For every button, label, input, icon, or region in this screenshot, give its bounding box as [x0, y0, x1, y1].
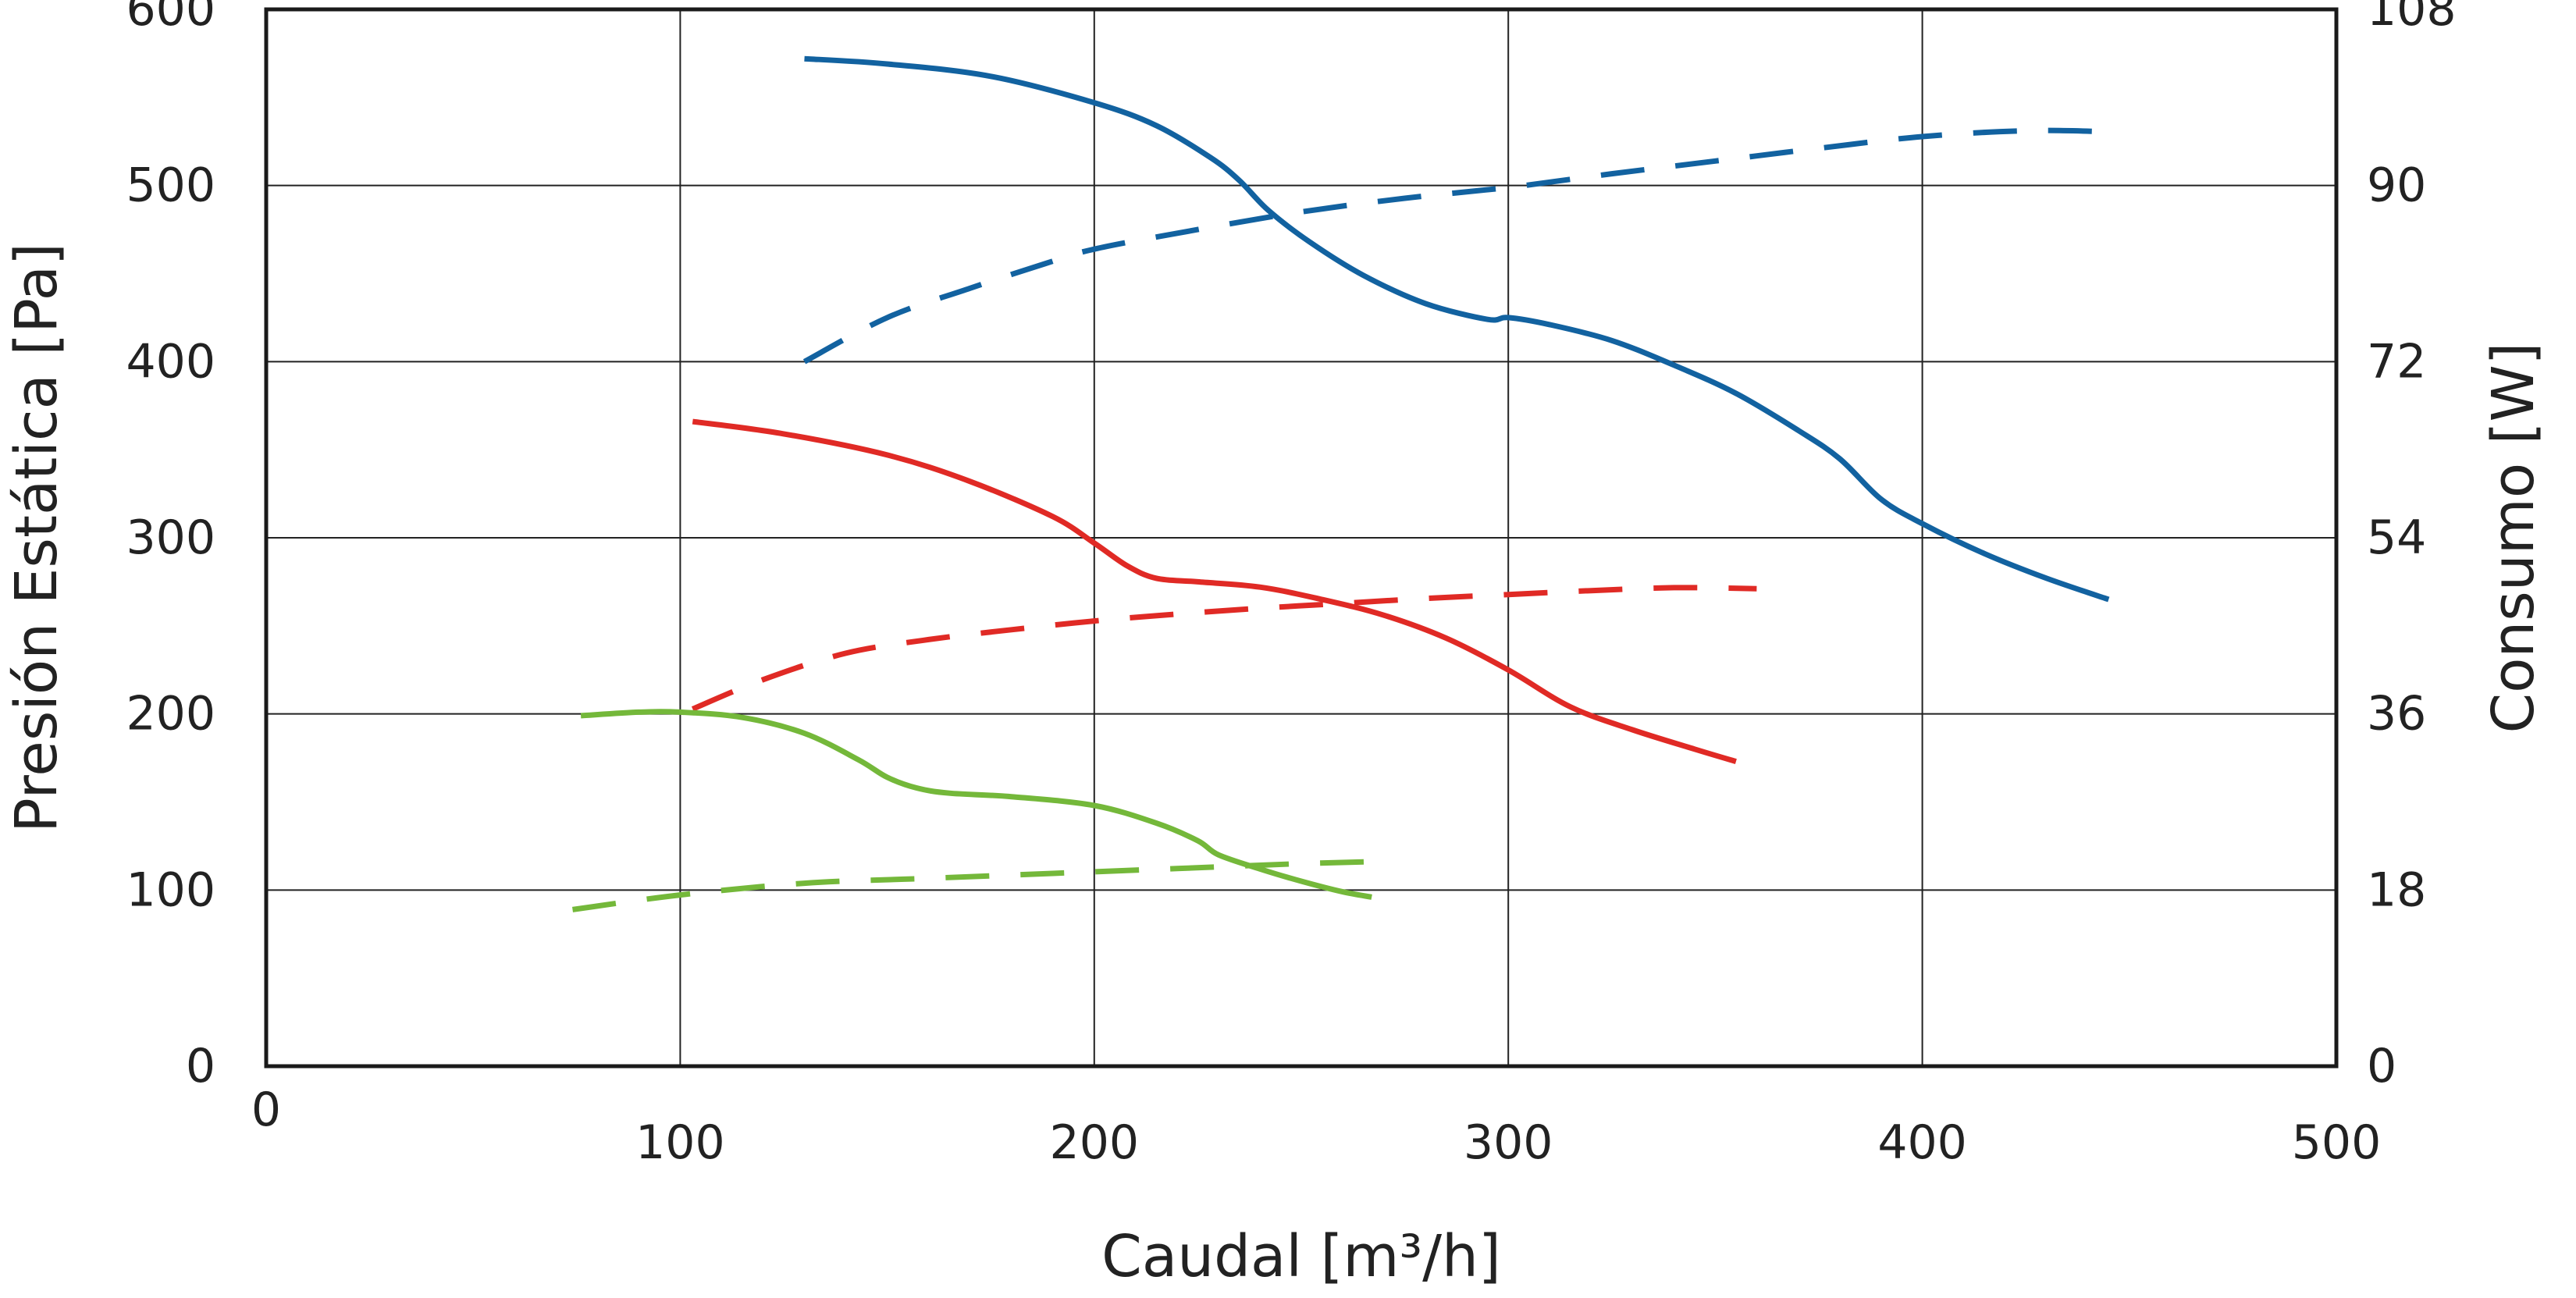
- series-line-5-solid: [580, 709, 1372, 900]
- series-line-6-dashed: [572, 859, 1372, 912]
- y2-tick-label: 90: [2367, 158, 2426, 213]
- y2-tick-label: 72: [2367, 334, 2426, 389]
- y-tick-label: 400: [126, 334, 215, 389]
- y2-tick-label: 108: [2367, 0, 2457, 37]
- y-tick-label: 100: [126, 862, 215, 917]
- series-line-2-dashed: [802, 127, 2109, 365]
- series-line-1-solid: [804, 55, 2110, 603]
- y2-tick-label: 36: [2367, 687, 2426, 741]
- x-axis-title: Caudal [m³/h]: [1101, 1223, 1501, 1290]
- x-tick-label: 500: [2292, 1115, 2382, 1170]
- y-tick-label: 200: [126, 687, 215, 741]
- series-line-3-solid: [692, 418, 1737, 764]
- tick-labels: 0 100 200 300 400 500 0 100 200 300 400 500 600 0 18 36…: [126, 0, 2456, 1170]
- plot-frame: [264, 7, 2339, 1069]
- x-tick-label: 0: [251, 1083, 281, 1137]
- x-tick-label: 400: [1877, 1115, 1967, 1170]
- x-tick-label: 100: [635, 1115, 725, 1170]
- series-line-4-dashed: [691, 585, 1757, 712]
- x-tick-label: 300: [1464, 1115, 1553, 1170]
- y-tick-label: 500: [126, 158, 215, 213]
- y2-axis-title: Consumo [W]: [2480, 342, 2547, 733]
- y2-tick-label: 0: [2367, 1039, 2396, 1094]
- y-tick-label: 600: [126, 0, 215, 37]
- y2-tick-label: 18: [2367, 862, 2426, 917]
- y-tick-label: 300: [126, 510, 215, 565]
- x-tick-label: 200: [1050, 1115, 1140, 1170]
- y-axis-title: Presión Estática [Pa]: [3, 243, 70, 833]
- y2-tick-label: 54: [2367, 510, 2426, 565]
- y-tick-label: 0: [186, 1039, 215, 1094]
- series-group: [572, 55, 2110, 912]
